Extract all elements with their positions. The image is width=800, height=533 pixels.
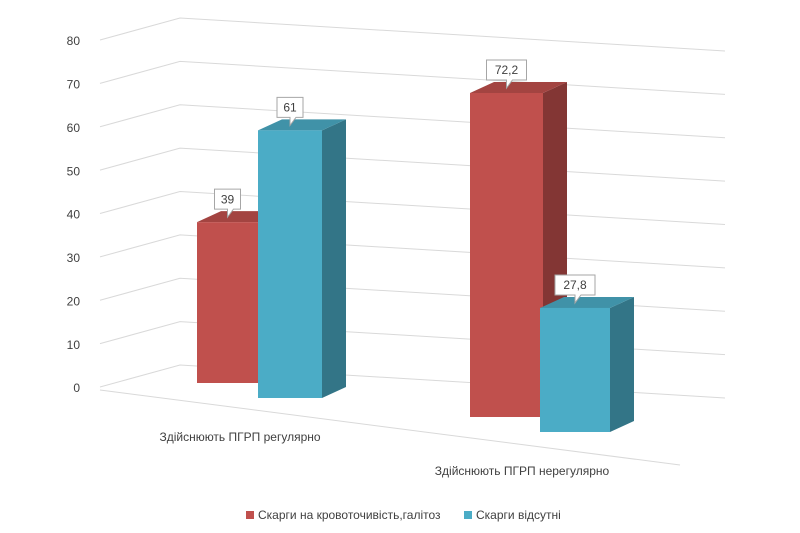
bar-side	[322, 119, 346, 399]
legend-label: Скарги на кровоточивість,галітоз	[258, 508, 441, 522]
grid-line	[99, 104, 726, 139]
value-label-box	[554, 274, 596, 305]
bar-top	[470, 82, 567, 94]
value-label-box	[276, 96, 304, 127]
y-tick-label: 60	[67, 121, 81, 135]
value-label-box	[214, 188, 241, 219]
grid-line	[99, 17, 726, 52]
grid-line	[99, 234, 726, 269]
bar	[258, 119, 346, 399]
legend-label: Скарги відсутні	[476, 508, 561, 522]
x-tick-label: Здійснюють ПГРП регулярно	[159, 430, 320, 444]
y-tick-label: 10	[67, 338, 81, 352]
bar-front	[540, 307, 610, 432]
grid-line	[99, 147, 726, 182]
legend-swatch	[246, 511, 254, 519]
grid-line	[99, 190, 726, 225]
bar	[540, 296, 634, 432]
bar-top	[258, 119, 346, 131]
y-tick-label: 30	[67, 251, 81, 265]
grid-line	[99, 60, 726, 95]
y-tick-label: 70	[67, 78, 81, 92]
bar-side	[610, 296, 634, 432]
x-tick-label: Здійснюють ПГРП нерегулярно	[435, 464, 610, 478]
bar-front	[258, 130, 322, 399]
bar-front	[470, 93, 543, 417]
y-tick-label: 50	[67, 164, 81, 178]
value-label: 72,2	[495, 63, 519, 77]
floor-edge	[99, 389, 681, 466]
y-tick-label: 80	[67, 34, 81, 48]
value-label: 27,8	[563, 278, 587, 292]
value-label-box	[486, 59, 527, 90]
y-tick-label: 40	[67, 208, 81, 222]
legend-swatch	[464, 511, 472, 519]
value-label: 61	[283, 101, 297, 115]
bar-front	[197, 222, 258, 383]
value-label: 39	[221, 192, 235, 206]
y-tick-label: 20	[67, 294, 81, 308]
bar-top	[540, 296, 634, 308]
y-tick-label: 0	[73, 381, 80, 395]
